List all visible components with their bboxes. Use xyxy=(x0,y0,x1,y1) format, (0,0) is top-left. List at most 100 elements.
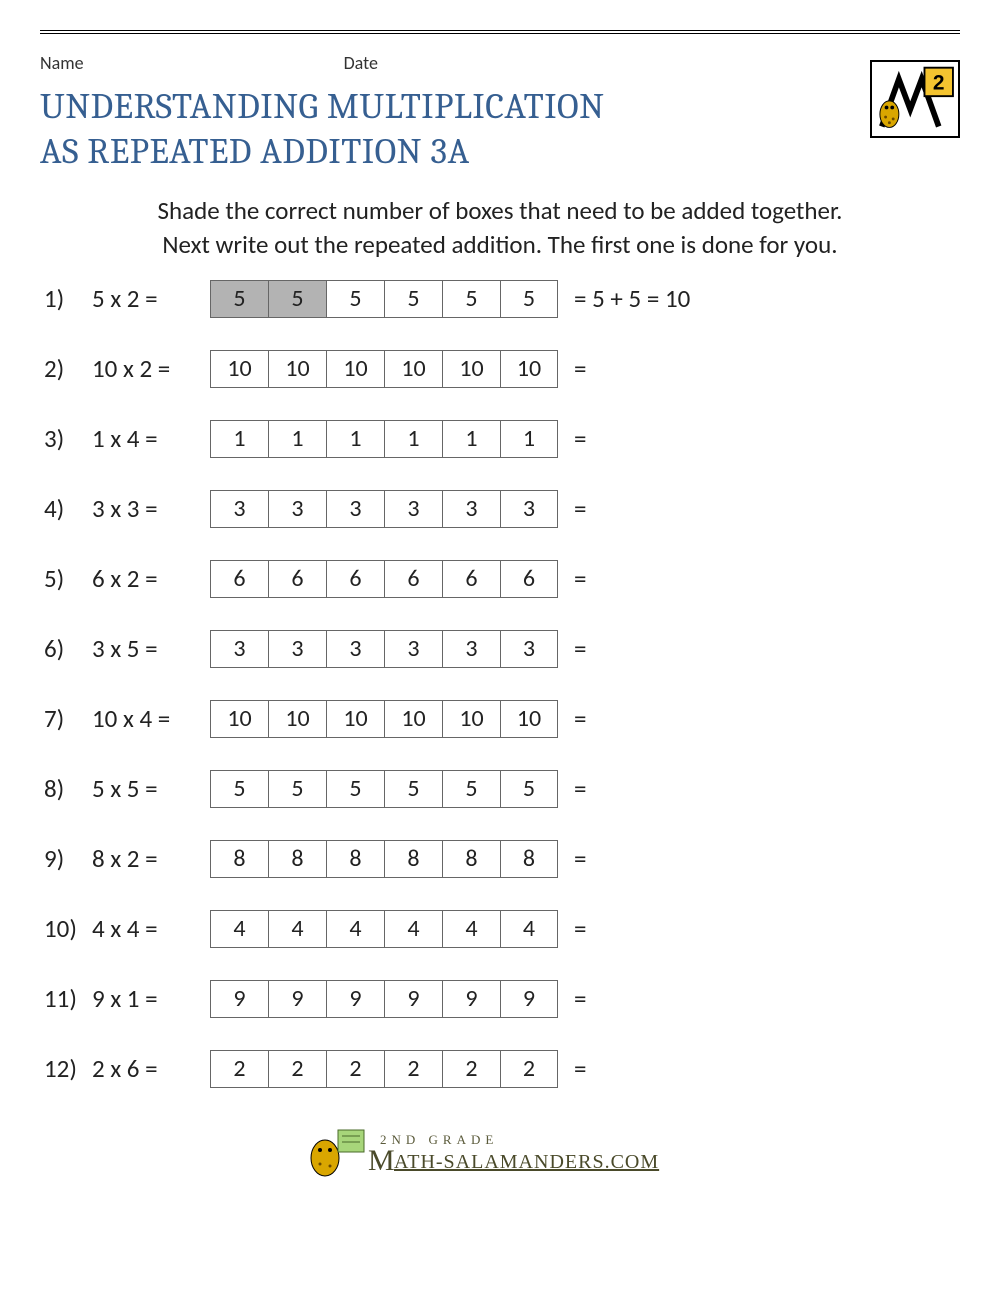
problem-row: 8)5 x 5 =555555= xyxy=(40,770,960,808)
box-cell[interactable]: 6 xyxy=(384,560,442,598)
box-cell[interactable]: 3 xyxy=(442,630,500,668)
box-cell[interactable]: 3 xyxy=(384,490,442,528)
box-cell[interactable]: 1 xyxy=(326,420,384,458)
box-cell[interactable]: 10 xyxy=(442,700,500,738)
box-cell[interactable]: 2 xyxy=(326,1050,384,1088)
box-cell[interactable]: 2 xyxy=(500,1050,558,1088)
box-cell[interactable]: 5 xyxy=(268,280,326,318)
box-cell[interactable]: 3 xyxy=(210,490,268,528)
box-cell[interactable]: 4 xyxy=(442,910,500,948)
box-cell[interactable]: 10 xyxy=(326,350,384,388)
box-cell[interactable]: 6 xyxy=(210,560,268,598)
box-strip: 101010101010 xyxy=(210,350,558,388)
box-cell[interactable]: 8 xyxy=(210,840,268,878)
problem-answer: = xyxy=(558,353,586,384)
box-cell[interactable]: 5 xyxy=(442,280,500,318)
problem-expression: 5 x 5 = xyxy=(92,773,210,804)
box-cell[interactable]: 10 xyxy=(268,700,326,738)
box-cell[interactable]: 4 xyxy=(268,910,326,948)
box-cell[interactable]: 4 xyxy=(210,910,268,948)
box-cell[interactable]: 9 xyxy=(384,980,442,1018)
box-cell[interactable]: 5 xyxy=(326,280,384,318)
problem-number: 2) xyxy=(40,353,92,384)
box-cell[interactable]: 1 xyxy=(268,420,326,458)
box-cell[interactable]: 3 xyxy=(268,490,326,528)
box-cell[interactable]: 3 xyxy=(326,490,384,528)
problem-row: 10)4 x 4 =444444= xyxy=(40,910,960,948)
box-cell[interactable]: 4 xyxy=(326,910,384,948)
box-cell[interactable]: 10 xyxy=(268,350,326,388)
box-cell[interactable]: 10 xyxy=(500,350,558,388)
box-cell[interactable]: 10 xyxy=(326,700,384,738)
svg-text:ATH-SALAMANDERS.COM: ATH-SALAMANDERS.COM xyxy=(394,1151,659,1173)
problem-answer: = xyxy=(558,493,586,524)
box-cell[interactable]: 10 xyxy=(384,350,442,388)
box-cell[interactable]: 1 xyxy=(500,420,558,458)
box-cell[interactable]: 5 xyxy=(210,280,268,318)
box-cell[interactable]: 5 xyxy=(326,770,384,808)
instructions: Shade the correct number of boxes that n… xyxy=(60,194,940,262)
box-cell[interactable]: 5 xyxy=(500,770,558,808)
box-cell[interactable]: 1 xyxy=(384,420,442,458)
box-cell[interactable]: 6 xyxy=(326,560,384,598)
box-cell[interactable]: 10 xyxy=(384,700,442,738)
box-cell[interactable]: 10 xyxy=(442,350,500,388)
box-cell[interactable]: 3 xyxy=(442,490,500,528)
box-cell[interactable]: 3 xyxy=(500,490,558,528)
box-cell[interactable]: 9 xyxy=(326,980,384,1018)
box-cell[interactable]: 5 xyxy=(384,280,442,318)
box-cell[interactable]: 3 xyxy=(500,630,558,668)
footer-grade-svg: 2ND GRADE xyxy=(380,1132,498,1147)
box-cell[interactable]: 1 xyxy=(210,420,268,458)
title-line-2: AS REPEATED ADDITION 3A xyxy=(40,131,470,172)
box-cell[interactable]: 6 xyxy=(442,560,500,598)
box-cell[interactable]: 2 xyxy=(210,1050,268,1088)
box-cell[interactable]: 8 xyxy=(500,840,558,878)
problem-number: 4) xyxy=(40,493,92,524)
box-cell[interactable]: 6 xyxy=(268,560,326,598)
problem-expression: 1 x 4 = xyxy=(92,423,210,454)
box-cell[interactable]: 10 xyxy=(210,350,268,388)
box-cell[interactable]: 8 xyxy=(442,840,500,878)
problem-expression: 3 x 5 = xyxy=(92,633,210,664)
box-cell[interactable]: 3 xyxy=(384,630,442,668)
problem-expression: 4 x 4 = xyxy=(92,913,210,944)
box-strip: 101010101010 xyxy=(210,700,558,738)
problem-row: 6)3 x 5 =333333= xyxy=(40,630,960,668)
box-cell[interactable]: 1 xyxy=(442,420,500,458)
box-cell[interactable]: 6 xyxy=(500,560,558,598)
box-cell[interactable]: 9 xyxy=(210,980,268,1018)
problem-row: 2)10 x 2 =101010101010= xyxy=(40,350,960,388)
box-cell[interactable]: 9 xyxy=(442,980,500,1018)
problem-row: 1)5 x 2 =555555= 5 + 5 = 10 xyxy=(40,280,960,318)
box-cell[interactable]: 4 xyxy=(500,910,558,948)
box-cell[interactable]: 5 xyxy=(210,770,268,808)
box-cell[interactable]: 5 xyxy=(384,770,442,808)
box-cell[interactable]: 8 xyxy=(268,840,326,878)
problem-row: 9)8 x 2 =888888= xyxy=(40,840,960,878)
box-cell[interactable]: 9 xyxy=(268,980,326,1018)
problem-row: 11)9 x 1 =999999= xyxy=(40,980,960,1018)
box-cell[interactable]: 2 xyxy=(384,1050,442,1088)
box-cell[interactable]: 3 xyxy=(268,630,326,668)
grade-logo-badge: 2 xyxy=(870,60,960,138)
box-cell[interactable]: 4 xyxy=(384,910,442,948)
box-cell[interactable]: 3 xyxy=(210,630,268,668)
problem-expression: 2 x 6 = xyxy=(92,1053,210,1084)
box-cell[interactable]: 3 xyxy=(326,630,384,668)
box-cell[interactable]: 8 xyxy=(384,840,442,878)
box-cell[interactable]: 2 xyxy=(442,1050,500,1088)
problem-expression: 6 x 2 = xyxy=(92,563,210,594)
box-cell[interactable]: 5 xyxy=(268,770,326,808)
box-cell[interactable]: 10 xyxy=(210,700,268,738)
box-cell[interactable]: 9 xyxy=(500,980,558,1018)
box-cell[interactable]: 5 xyxy=(442,770,500,808)
box-cell[interactable]: 8 xyxy=(326,840,384,878)
problem-expression: 3 x 3 = xyxy=(92,493,210,524)
title-line-1: UNDERSTANDING MULTIPLICATION xyxy=(40,86,605,127)
box-strip: 999999 xyxy=(210,980,558,1018)
box-cell[interactable]: 10 xyxy=(500,700,558,738)
problem-row: 5)6 x 2 =666666= xyxy=(40,560,960,598)
box-cell[interactable]: 5 xyxy=(500,280,558,318)
box-cell[interactable]: 2 xyxy=(268,1050,326,1088)
